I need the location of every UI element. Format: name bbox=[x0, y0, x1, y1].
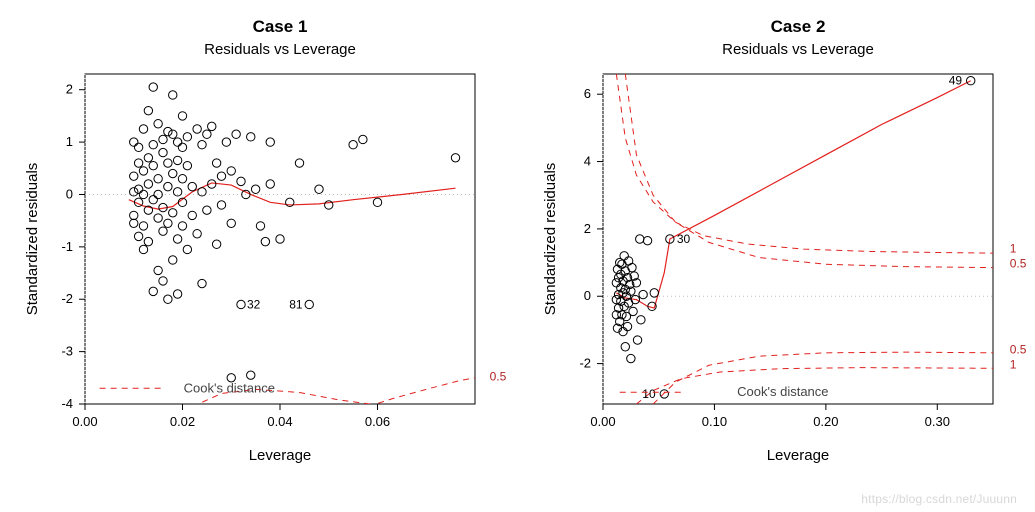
svg-text:Cook's distance: Cook's distance bbox=[184, 380, 275, 395]
svg-text:-1: -1 bbox=[61, 239, 73, 254]
svg-text:Residuals vs Leverage: Residuals vs Leverage bbox=[722, 41, 874, 58]
svg-text:6: 6 bbox=[583, 86, 590, 101]
svg-text:Case 1: Case 1 bbox=[253, 17, 308, 36]
svg-text:1: 1 bbox=[1009, 358, 1016, 372]
svg-text:0.20: 0.20 bbox=[813, 414, 838, 429]
chart-case2: Case 2Residuals vs Leverage301049Cook's … bbox=[518, 0, 1035, 505]
panel-case2: Case 2Residuals vs Leverage301049Cook's … bbox=[518, 0, 1035, 512]
svg-text:Standardized residuals: Standardized residuals bbox=[24, 163, 41, 316]
svg-text:81: 81 bbox=[289, 297, 303, 311]
svg-text:Residuals vs Leverage: Residuals vs Leverage bbox=[204, 41, 356, 58]
svg-text:2: 2 bbox=[583, 221, 590, 236]
svg-text:4: 4 bbox=[583, 154, 590, 169]
svg-text:10: 10 bbox=[642, 387, 656, 401]
svg-text:0: 0 bbox=[583, 288, 590, 303]
svg-text:0.10: 0.10 bbox=[701, 414, 726, 429]
svg-text:0: 0 bbox=[66, 186, 73, 201]
svg-text:0.02: 0.02 bbox=[170, 414, 195, 429]
svg-text:32: 32 bbox=[247, 297, 261, 311]
svg-text:0.00: 0.00 bbox=[72, 414, 97, 429]
svg-text:Cook's distance: Cook's distance bbox=[737, 384, 828, 399]
figure-container: Case 1 Residuals vs Leverage 32 81 Cook's di… bbox=[0, 0, 1035, 512]
svg-text:0.00: 0.00 bbox=[590, 414, 615, 429]
svg-text:2: 2 bbox=[66, 82, 73, 97]
svg-text:0.06: 0.06 bbox=[365, 414, 390, 429]
svg-text:0.5: 0.5 bbox=[490, 369, 507, 383]
svg-text:0.30: 0.30 bbox=[924, 414, 949, 429]
svg-text:Standardized residuals: Standardized residuals bbox=[542, 163, 559, 316]
svg-text:0.5: 0.5 bbox=[1009, 342, 1026, 356]
svg-text:Case 2: Case 2 bbox=[770, 17, 825, 36]
svg-text:Leverage: Leverage bbox=[249, 447, 312, 464]
svg-text:-3: -3 bbox=[61, 344, 73, 359]
svg-text:0.5: 0.5 bbox=[1009, 257, 1026, 271]
svg-text:0.04: 0.04 bbox=[267, 414, 292, 429]
svg-text:-2: -2 bbox=[61, 291, 73, 306]
svg-text:49: 49 bbox=[948, 74, 962, 88]
svg-text:Leverage: Leverage bbox=[766, 447, 829, 464]
svg-text:-2: -2 bbox=[579, 356, 591, 371]
svg-text:1: 1 bbox=[1009, 241, 1016, 255]
panel-case1: Case 1 Residuals vs Leverage 32 81 Cook's di… bbox=[0, 0, 518, 512]
svg-text:-4: -4 bbox=[61, 396, 73, 411]
svg-text:1: 1 bbox=[66, 134, 73, 149]
svg-text:30: 30 bbox=[676, 232, 690, 246]
watermark-text: https://blog.csdn.net/Juuunn bbox=[861, 492, 1017, 506]
chart-case1: Case 1 Residuals vs Leverage 32 81 Cook's di… bbox=[0, 0, 517, 505]
